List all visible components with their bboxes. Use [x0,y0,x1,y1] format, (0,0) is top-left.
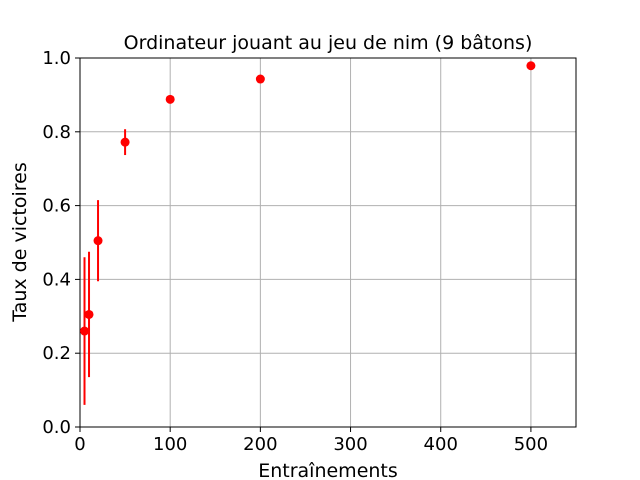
data-point [526,61,536,71]
data-point [165,94,175,104]
y-tick-label: 0.0 [42,417,71,438]
y-tick-label: 0.4 [42,269,71,290]
data-point [93,236,103,246]
y-tick-label: 0.8 [42,122,71,143]
grid-layer [79,57,576,428]
chart-title: Ordinateur jouant au jeu de nim (9 bâton… [124,32,533,54]
data-point [255,74,265,84]
data-layer [80,61,536,405]
tick-layer: 0 100 200 300 400 500 0.0 0.2 0.4 0.6 0.8 1.0 [42,48,548,455]
data-point [80,326,90,336]
x-tick-label: 500 [514,434,548,455]
data-point [120,137,130,147]
x-tick-label: 0 [74,434,85,455]
data-point [84,309,94,319]
y-tick-label: 0.6 [42,196,71,217]
y-tick-label: 0.2 [42,343,71,364]
x-tick-label: 200 [243,434,277,455]
x-tick-label: 400 [424,434,458,455]
x-axis-label: Entraînements [258,460,398,480]
plot-frame [79,57,577,428]
y-tick-label: 1.0 [42,48,71,69]
x-tick-label: 100 [153,434,187,455]
y-axis-label: Taux de victoires [9,162,31,323]
x-tick-label: 300 [333,434,367,455]
